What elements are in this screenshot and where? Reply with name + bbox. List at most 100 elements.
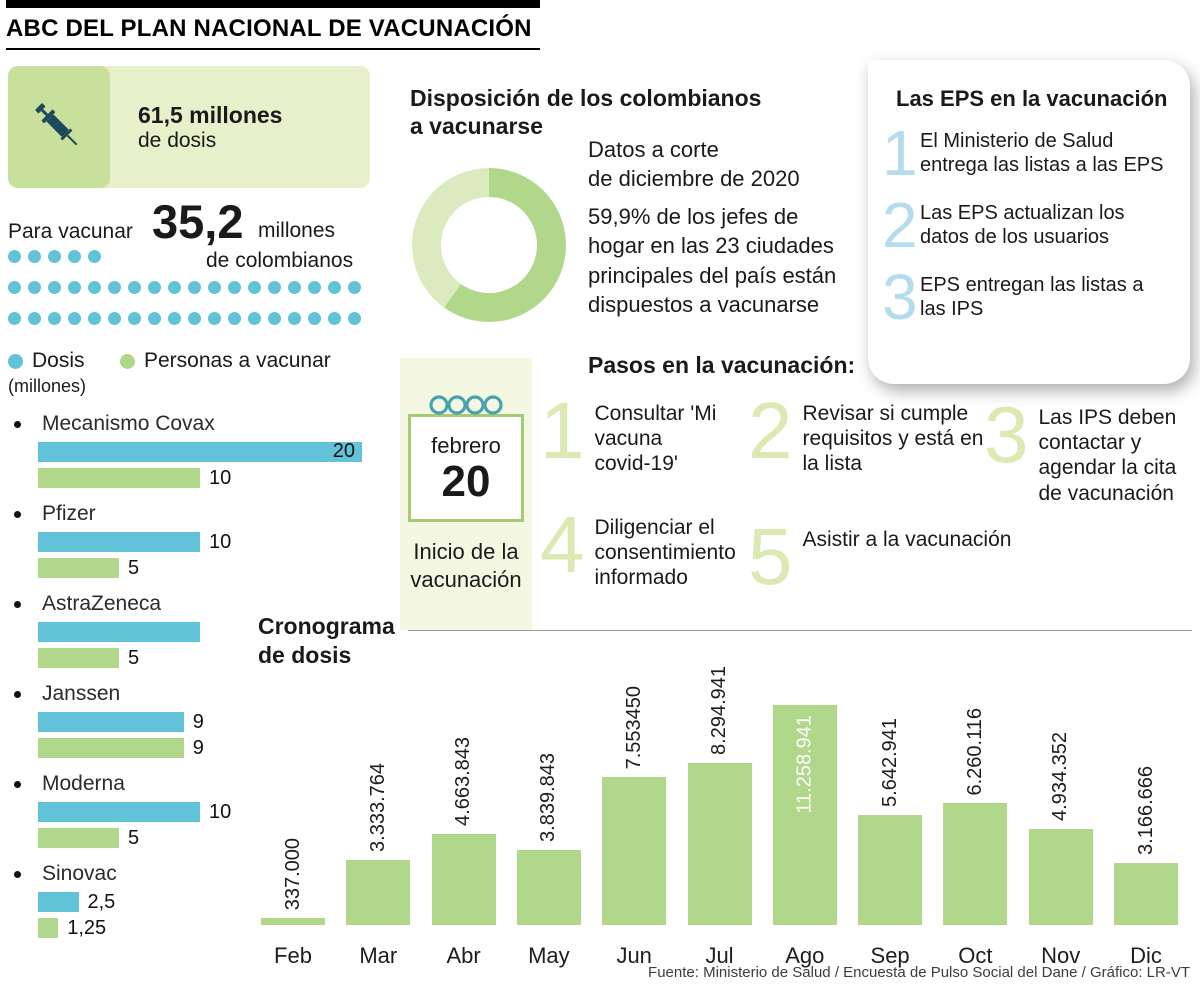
vaccine-group: Moderna 10 5 <box>8 772 380 849</box>
dose-dot <box>48 281 61 294</box>
cronograma-bar <box>858 815 923 925</box>
cronograma-column: 7.553450 Jun <box>602 686 667 968</box>
bar-value-label: 5 <box>128 646 140 669</box>
vaccine-group: AstraZeneca 5 <box>8 592 380 669</box>
target-unit: millones <box>258 219 336 242</box>
bar-row: 9 <box>38 710 380 733</box>
cronograma-column: 4.663.843 Abr <box>431 737 496 968</box>
disposicion-note: Datos a corte de diciembre de 2020 <box>588 136 800 193</box>
cronograma-value-label: 3.839.843 <box>537 753 560 842</box>
dose-dot <box>168 281 181 294</box>
bar-row: 1,25 <box>38 916 380 939</box>
paso-step: 5 Asistir a la vacunación <box>748 517 1073 597</box>
calendar-box: febrero 20 <box>408 414 524 522</box>
bar-value-label: 1,25 <box>67 916 107 939</box>
bar-row: 5 <box>38 827 380 849</box>
cronograma-column: 3.839.843 May <box>516 753 581 968</box>
paso-step-text: Diligenciar el consentimiento informado <box>594 516 736 590</box>
vaccine-name-row: Mecanismo Covax <box>8 412 380 436</box>
cronograma-column: 6.260.116 Oct <box>943 707 1008 968</box>
cronograma-title-line1: Cronograma <box>258 613 395 639</box>
dosis-legend-sub: (millones) <box>8 376 87 396</box>
vaccine-chart: Mecanismo Covax 20 10 Pfizer 10 5 AstraZeneca 5… <box>8 412 380 952</box>
cronograma-column: 4.934.352 Nov <box>1028 732 1093 968</box>
cronograma-bar <box>1028 829 1093 925</box>
dose-dot <box>248 312 261 325</box>
cronograma-value-label: 11.258.941 <box>793 715 816 814</box>
paso-step-text: Revisar si cumple requisitos y está en l… <box>802 402 984 476</box>
dot-row <box>8 312 361 325</box>
personas-legend-label: Personas a vacunar <box>144 349 331 372</box>
dose-dot <box>108 312 121 325</box>
dosis-bar <box>38 802 200 822</box>
bullet-icon <box>14 420 21 428</box>
dose-dot <box>88 312 101 325</box>
calendar-day: 20 <box>441 457 491 507</box>
dose-dot <box>8 250 21 263</box>
cronograma-value-label: 6.260.116 <box>963 707 986 796</box>
vaccine-name: AstraZeneca <box>42 592 162 615</box>
dose-dot <box>348 312 361 325</box>
cronograma-column: 337.000 Feb <box>261 837 325 968</box>
paso-step-number: 3 <box>984 390 1029 479</box>
disposicion-body: 59,9% de los jefes de hogar en las 23 ci… <box>588 204 837 317</box>
cronograma-bar <box>346 860 411 925</box>
eps-card-title: Las EPS en la vacunación <box>896 86 1168 111</box>
cronograma-column: 5.642.941 Sep <box>858 718 923 968</box>
eps-step: 2 Las EPS actualizan los datos de los usu… <box>882 193 1174 257</box>
cronograma-month-label: Mar <box>359 943 398 968</box>
vaccine-name: Janssen <box>42 682 121 705</box>
paso-step: 2 Revisar si cumple requisitos y está en … <box>748 391 988 477</box>
bar-value-label: 10 <box>209 466 232 489</box>
bullet-icon <box>14 690 21 698</box>
dose-dot <box>128 281 141 294</box>
disposicion-title-line1: Disposición de los colombianos <box>410 85 762 111</box>
dose-dot <box>88 250 101 263</box>
cronograma-bar <box>602 777 667 925</box>
dose-dot <box>188 281 201 294</box>
doses-summary-box: 61,5 millones de dosis <box>8 66 370 188</box>
target-prefix: Para vacunar <box>8 220 133 243</box>
dose-dot <box>308 281 321 294</box>
cronograma-month-label: Sep <box>870 943 910 968</box>
doses-text: 61,5 millones de dosis <box>138 102 282 153</box>
dose-dot <box>328 312 341 325</box>
eps-steps: 1 El Ministerio de Salud entrega las list… <box>882 121 1174 329</box>
dosis-legend-label: Dosis <box>32 349 85 372</box>
dosis-bar <box>38 622 200 642</box>
cronograma-bar <box>516 850 581 925</box>
syringe-icon-tile <box>8 66 110 188</box>
personas-legend-dot-icon <box>120 354 135 369</box>
vaccine-name-row: Moderna <box>8 772 380 796</box>
spiral-binding-icon <box>429 395 503 415</box>
dose-dot <box>208 281 221 294</box>
cronograma-bar <box>261 918 325 925</box>
calendar-month: febrero <box>431 433 501 459</box>
page-title: ABC DEL PLAN NACIONAL DE VACUNACIÓN <box>6 15 532 42</box>
vaccine-name-row: Janssen <box>8 682 380 706</box>
paso-step-number: 4 <box>540 500 585 589</box>
pasos-title: Pasos en la vacunación: <box>588 352 856 378</box>
target-sub: de colombianos <box>206 249 354 272</box>
vaccine-group: Sinovac 2,5 1,25 <box>8 862 380 939</box>
dose-dot <box>248 281 261 294</box>
bar-value-label: 2,5 <box>87 890 116 913</box>
dose-dot <box>208 312 221 325</box>
cronograma-title-line2: de dosis <box>258 641 352 668</box>
calendar-caption-line2: vacunación <box>410 566 522 592</box>
dose-dot <box>168 312 181 325</box>
cronograma-month-label: Feb <box>274 943 312 968</box>
vaccine-name-row: Sinovac <box>8 862 380 886</box>
cronograma-value-label: 8.294.941 <box>708 666 730 755</box>
vaccine-name: Pfizer <box>42 502 96 525</box>
bullet-icon <box>14 600 21 608</box>
cronograma-bar: 11.258.941 <box>772 705 837 925</box>
eps-step-text: El Ministerio de Salud entrega las lista… <box>920 130 1164 176</box>
cronograma-value-label: 4.663.843 <box>452 737 475 826</box>
cronograma-column: 11.258.941 Ago <box>772 705 837 968</box>
cronograma-value-label: 337.000 <box>281 837 304 910</box>
bar-value-label: 9 <box>192 710 204 733</box>
cronograma-bar <box>431 834 496 925</box>
paso-step-text: Las IPS deben contactar y agendar la cit… <box>1038 406 1177 505</box>
dose-dot <box>288 281 301 294</box>
